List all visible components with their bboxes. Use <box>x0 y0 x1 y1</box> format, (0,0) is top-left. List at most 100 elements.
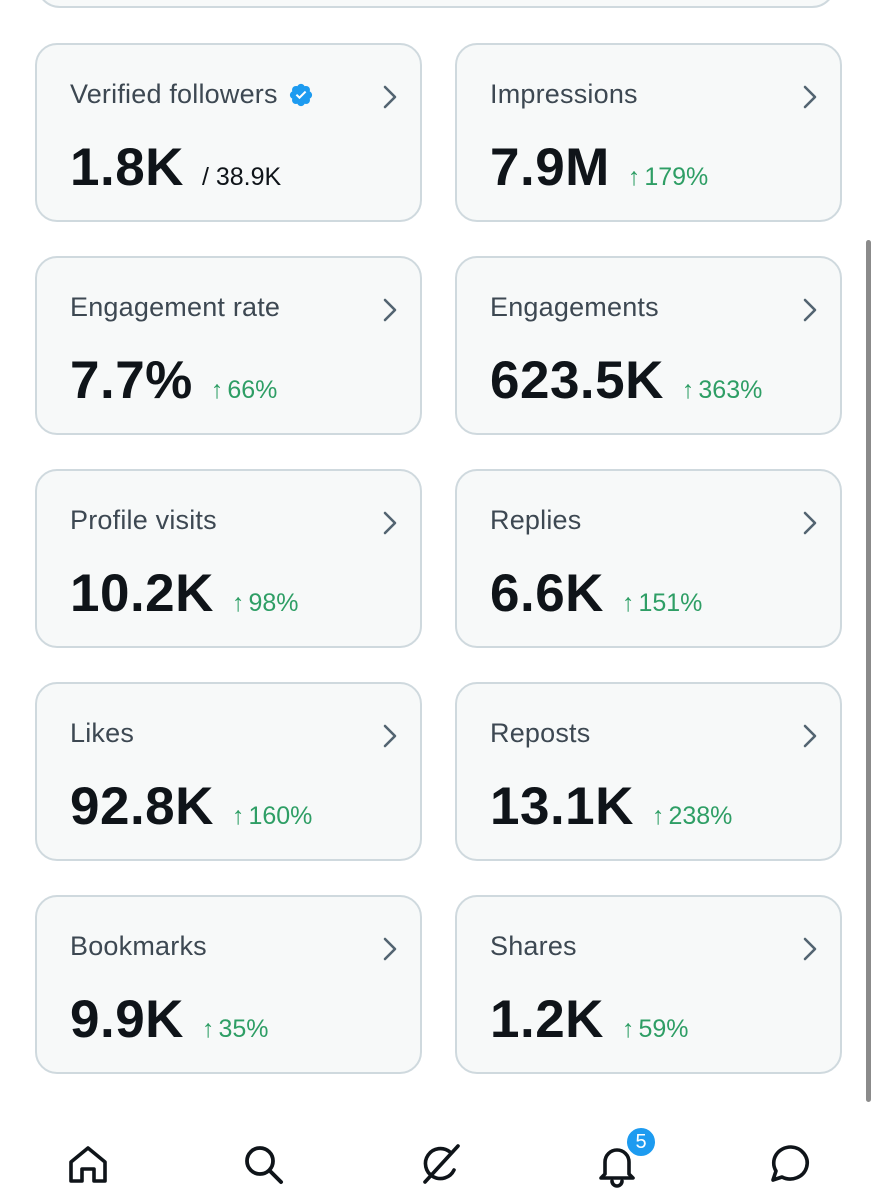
metric-delta: ↑ 66% <box>211 376 278 405</box>
metric-title: Likes <box>70 718 134 749</box>
metric-value-row: 7.7% ↑ 66% <box>70 350 277 411</box>
metric-value: 1.2K <box>490 990 604 1049</box>
metric-value: 10.2K <box>70 564 214 623</box>
chevron-right-icon <box>383 85 397 109</box>
metric-card-impressions[interactable]: Impressions 7.9M ↑ 179% <box>455 43 842 222</box>
nav-notifications[interactable] <box>587 1134 647 1194</box>
metric-delta-value: 363% <box>698 376 763 404</box>
metric-title-label: Likes <box>70 718 135 748</box>
metric-value-row: 92.8K ↑ 160% <box>70 776 312 837</box>
metric-title: Shares <box>490 931 577 962</box>
metric-delta: ↑ 35% <box>202 1015 269 1044</box>
arrow-up-icon: ↑ <box>621 589 635 617</box>
arrow-up-icon: ↑ <box>627 163 641 191</box>
metric-title-label: Profile visits <box>70 505 217 535</box>
metric-delta-value: 151% <box>638 589 703 617</box>
notifications-badge: 5 <box>625 1126 657 1158</box>
arrow-up-icon: ↑ <box>210 376 224 404</box>
search-icon <box>245 1146 283 1184</box>
metric-total: / 38.9K <box>201 163 282 191</box>
metric-card-engagement-rate[interactable]: Engagement rate 7.7% ↑ 66% <box>35 256 422 435</box>
metric-title-label: Engagements <box>490 292 659 322</box>
metric-title-label: Reposts <box>490 718 591 748</box>
verified-badge-icon <box>288 82 314 108</box>
metric-card-bookmarks[interactable]: Bookmarks 9.9K ↑ 35% <box>35 895 422 1074</box>
metric-value: 9.9K <box>70 990 184 1049</box>
arrow-up-icon: ↑ <box>681 376 695 404</box>
nav-grok[interactable] <box>410 1134 470 1194</box>
grok-icon <box>423 1144 460 1184</box>
metric-delta: ↑ 98% <box>232 589 299 618</box>
nav-search[interactable] <box>233 1134 293 1194</box>
metric-card-profile-visits[interactable]: Profile visits 10.2K ↑ 98% <box>35 469 422 648</box>
chevron-right-icon <box>803 85 817 109</box>
metric-title: Bookmarks <box>70 931 207 962</box>
metric-delta: ↑ 179% <box>628 163 708 192</box>
metric-delta-value: 66% <box>227 376 278 404</box>
arrow-up-icon: ↑ <box>231 802 245 830</box>
chevron-right-icon <box>803 298 817 322</box>
metric-title-label: Shares <box>490 931 577 961</box>
notifications-icon <box>599 1148 635 1188</box>
metric-delta: ↑ 59% <box>622 1015 689 1044</box>
scrollbar[interactable] <box>866 240 871 1102</box>
metric-title-label: Bookmarks <box>70 931 207 961</box>
metric-value: 13.1K <box>490 777 634 836</box>
chevron-right-icon <box>803 724 817 748</box>
metric-value: 7.7% <box>70 351 193 410</box>
home-icon <box>69 1146 107 1183</box>
bottom-nav <box>0 1108 877 1200</box>
metric-value: 92.8K <box>70 777 214 836</box>
metric-delta-value: 59% <box>638 1015 689 1043</box>
metric-value: 1.8K <box>70 138 184 197</box>
metric-value: 6.6K <box>490 564 604 623</box>
chevron-right-icon <box>383 298 397 322</box>
metric-delta-value: 179% <box>644 163 709 191</box>
metric-value-row: 1.8K / 38.9K <box>70 137 281 198</box>
metric-delta: ↑ 151% <box>622 589 702 618</box>
arrow-up-icon: ↑ <box>231 589 245 617</box>
metric-value-row: 7.9M ↑ 179% <box>490 137 708 198</box>
metric-delta: ↑ 363% <box>682 376 762 405</box>
metric-title: Replies <box>490 505 581 536</box>
metric-value-row: 1.2K ↑ 59% <box>490 989 689 1050</box>
metric-delta-value: 35% <box>218 1015 269 1043</box>
metric-card-shares[interactable]: Shares 1.2K ↑ 59% <box>455 895 842 1074</box>
metric-value: 623.5K <box>490 351 664 410</box>
metric-value-row: 9.9K ↑ 35% <box>70 989 269 1050</box>
metric-value: 7.9M <box>490 138 610 197</box>
metric-value-row: 623.5K ↑ 363% <box>490 350 762 411</box>
metric-title: Impressions <box>490 79 638 110</box>
metric-title-label: Impressions <box>490 79 638 109</box>
metric-title: Engagements <box>490 292 659 323</box>
metric-title-label: Verified followers <box>70 79 278 109</box>
metric-title: Reposts <box>490 718 590 749</box>
metric-title: Verified followers <box>70 79 314 110</box>
metric-value-row: 10.2K ↑ 98% <box>70 563 298 624</box>
metric-card-engagements[interactable]: Engagements 623.5K ↑ 363% <box>455 256 842 435</box>
metric-delta-value: 160% <box>248 802 313 830</box>
metric-title-label: Engagement rate <box>70 292 281 322</box>
metric-title: Profile visits <box>70 505 217 536</box>
arrow-up-icon: ↑ <box>621 1015 635 1043</box>
metric-card-replies[interactable]: Replies 6.6K ↑ 151% <box>455 469 842 648</box>
nav-messages[interactable] <box>761 1134 821 1194</box>
metric-card-likes[interactable]: Likes 92.8K ↑ 160% <box>35 682 422 861</box>
metric-delta-value: 238% <box>668 802 733 830</box>
metrics-grid: Verified followers 1.8K / 38.9K Impressi… <box>35 43 842 1074</box>
arrow-up-icon: ↑ <box>651 802 665 830</box>
chevron-right-icon <box>383 724 397 748</box>
metric-delta-value: 98% <box>248 589 299 617</box>
chevron-right-icon <box>803 937 817 961</box>
metric-card-verified-followers[interactable]: Verified followers 1.8K / 38.9K <box>35 43 422 222</box>
nav-home[interactable] <box>58 1134 118 1194</box>
metric-title: Engagement rate <box>70 292 280 323</box>
messages-icon <box>771 1145 809 1182</box>
chevron-right-icon <box>803 511 817 535</box>
metric-delta: ↑ 238% <box>652 802 732 831</box>
chevron-right-icon <box>383 937 397 961</box>
chevron-right-icon <box>383 511 397 535</box>
metric-card-reposts[interactable]: Reposts 13.1K ↑ 238% <box>455 682 842 861</box>
previous-card-fragment <box>36 0 836 8</box>
metric-value-row: 6.6K ↑ 151% <box>490 563 702 624</box>
